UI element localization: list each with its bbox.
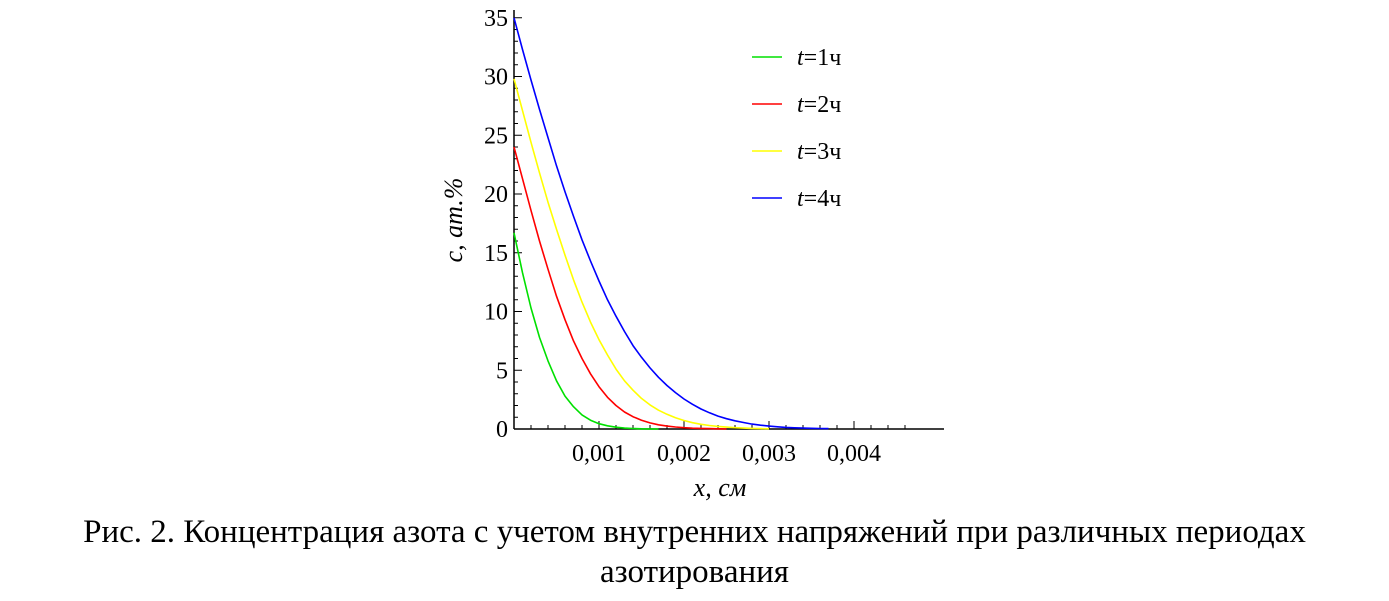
series-line-1 <box>513 232 659 430</box>
y-tick-label: 10 <box>484 300 508 326</box>
caption-line-1: Рис. 2. Концентрация азота с учетом внут… <box>83 514 1306 550</box>
legend: t=1ч t=2ч t=3ч t=4ч <box>752 45 841 212</box>
legend-label: t=3ч <box>797 139 841 165</box>
x-tick-label: 0,004 <box>827 441 881 467</box>
x-axis-title: x, см <box>693 473 747 502</box>
y-tick-label: 25 <box>484 123 508 149</box>
y-tick-label: 5 <box>496 358 508 384</box>
series-line-3 <box>513 78 770 430</box>
series-group <box>513 17 829 430</box>
legend-label: t=1ч <box>797 45 841 71</box>
y-axis-title: c, ат.% <box>439 178 468 263</box>
figure-caption: Рис. 2. Концентрация азота с учетом внут… <box>0 512 1389 592</box>
x-tick-label: 0,002 <box>657 441 711 467</box>
axes: 0 5 10 15 20 25 30 35 0,001 0,002 0,003 0,004 x, см c… <box>439 6 944 502</box>
legend-label: t=2ч <box>797 92 841 118</box>
line-chart: 0 5 10 15 20 25 30 35 0,001 0,002 0,003 0,004 x, см c… <box>439 6 944 502</box>
y-tick-label: 15 <box>484 241 508 267</box>
x-tick-label: 0,001 <box>572 441 626 467</box>
y-tick-label: 35 <box>484 6 508 32</box>
legend-label: t=4ч <box>797 186 841 212</box>
x-tick-label: 0,003 <box>742 441 796 467</box>
series-line-4 <box>513 17 829 430</box>
series-line-2 <box>513 146 727 430</box>
caption-line-2: азотирования <box>600 554 789 590</box>
y-tick-label: 20 <box>484 182 508 208</box>
y-tick-label: 0 <box>496 417 508 443</box>
y-tick-label: 30 <box>484 65 508 91</box>
